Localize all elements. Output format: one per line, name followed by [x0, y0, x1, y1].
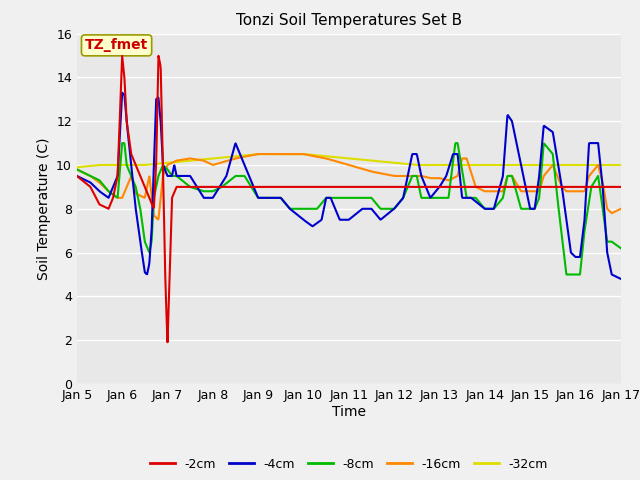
Y-axis label: Soil Temperature (C): Soil Temperature (C) — [36, 138, 51, 280]
Legend: -2cm, -4cm, -8cm, -16cm, -32cm: -2cm, -4cm, -8cm, -16cm, -32cm — [145, 453, 553, 476]
Title: Tonzi Soil Temperatures Set B: Tonzi Soil Temperatures Set B — [236, 13, 462, 28]
Text: TZ_fmet: TZ_fmet — [85, 38, 148, 52]
X-axis label: Time: Time — [332, 405, 366, 419]
